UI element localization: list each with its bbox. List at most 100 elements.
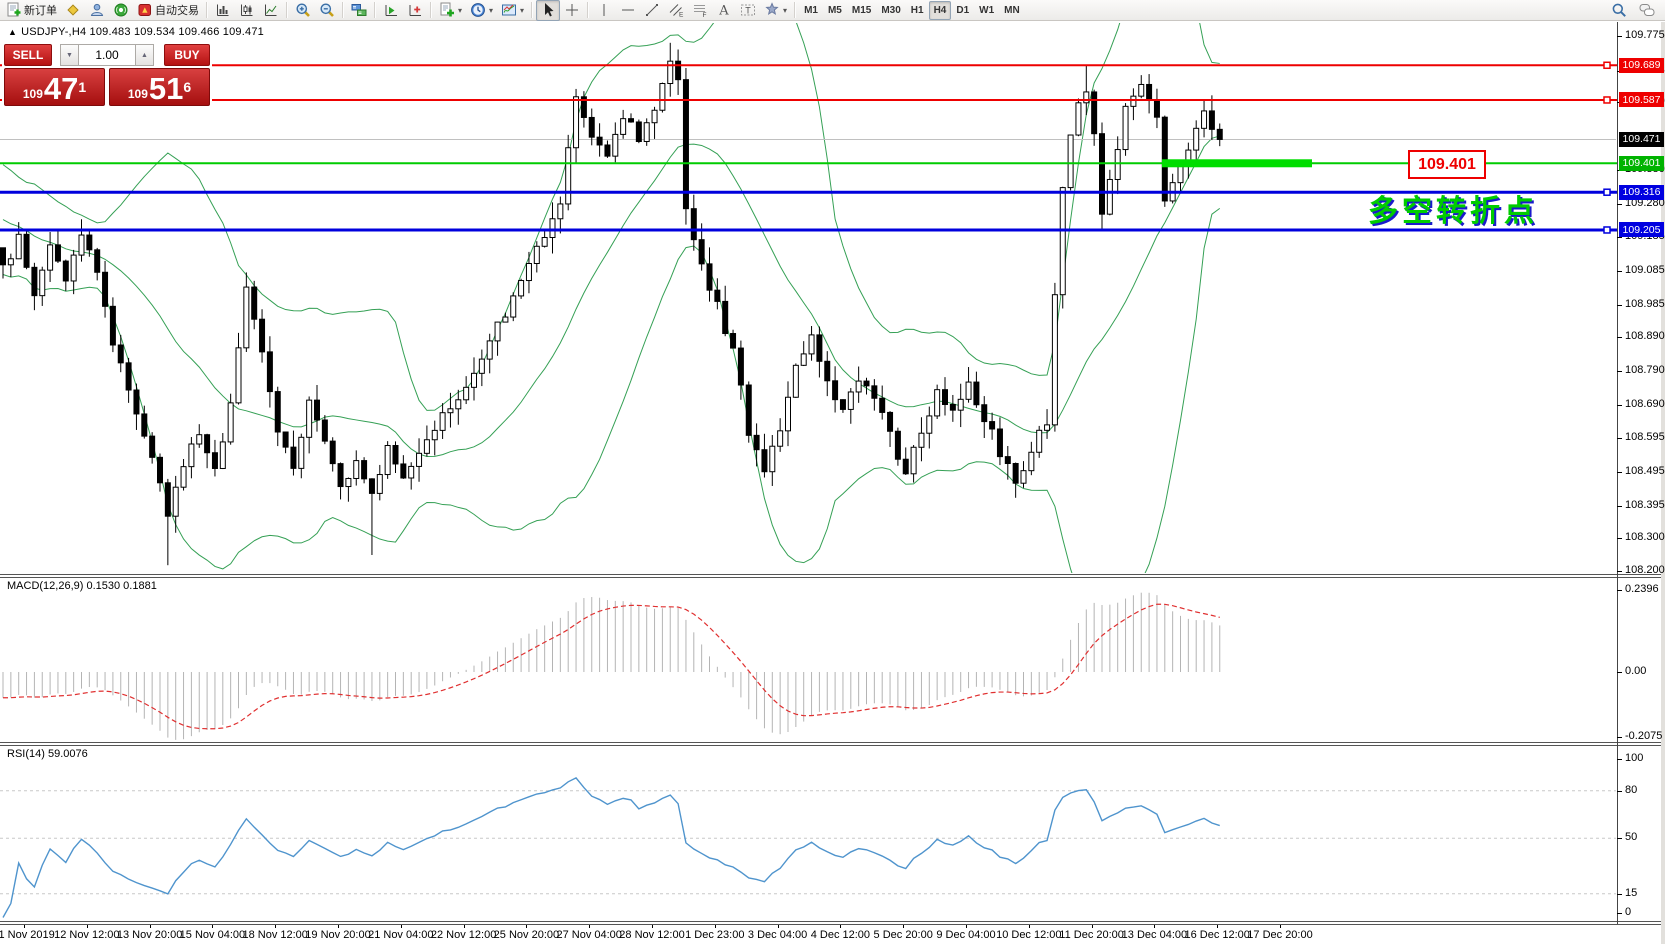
- panel-separator[interactable]: [0, 924, 1665, 925]
- zoom-in-button[interactable]: [291, 0, 315, 21]
- time-label: 4 Dec 12:00: [810, 929, 871, 941]
- price-tick-label: 108.595: [1625, 430, 1665, 443]
- bollinger-middle-band: [2, 135, 1220, 457]
- time-label: 3 Dec 04:00: [747, 929, 808, 941]
- price-axis[interactable]: 109.775109.673109.580109.380109.280109.1…: [1617, 22, 1665, 924]
- text-button[interactable]: A: [712, 0, 736, 21]
- axis-tick-mark: [1617, 571, 1622, 572]
- vertical-line-button[interactable]: [592, 0, 616, 21]
- tile-windows-button[interactable]: [347, 0, 371, 21]
- new-order-button[interactable]: 新订单: [2, 0, 61, 21]
- trendline-button[interactable]: [640, 0, 664, 21]
- search-button[interactable]: [1607, 0, 1631, 21]
- bars-chart-button[interactable]: [211, 0, 235, 21]
- panel-separator[interactable]: [0, 574, 1665, 575]
- chart-shift-button[interactable]: [403, 0, 427, 21]
- chat-button[interactable]: [1635, 0, 1659, 21]
- horizontal-line-button[interactable]: [616, 0, 640, 21]
- channel-icon: E: [668, 2, 684, 18]
- zoom-out-button[interactable]: [315, 0, 339, 21]
- price-tick-label: 108.495: [1625, 464, 1665, 477]
- time-tick-mark: [1280, 925, 1281, 928]
- buy-price-button[interactable]: 109 51 6: [109, 68, 210, 106]
- cursor-button[interactable]: [536, 0, 561, 21]
- buy-price-sup: 6: [183, 79, 192, 95]
- text-label-button[interactable]: T: [736, 0, 760, 21]
- axis-tick-mark: [1617, 471, 1622, 473]
- vline-icon: [596, 2, 612, 18]
- auto-scroll-button[interactable]: [379, 0, 403, 21]
- panel-separator[interactable]: [0, 742, 1665, 743]
- profile-icon: [89, 2, 105, 18]
- time-label: 18 Nov 12:00: [242, 929, 308, 941]
- time-tick-mark: [1217, 925, 1219, 928]
- rsi-indicator-label: RSI(14) 59.0076: [7, 748, 88, 760]
- periods-button[interactable]: ▾: [466, 0, 497, 21]
- shapes-icon: [764, 2, 780, 18]
- trendline-icon: [644, 2, 660, 18]
- cn-annotation-text[interactable]: 多空转折点: [1368, 195, 1538, 228]
- equidistant-channel-button[interactable]: E: [664, 0, 688, 21]
- profile-button[interactable]: [85, 0, 109, 21]
- timeframe-button-m1[interactable]: M1: [804, 4, 818, 16]
- crosshair-button[interactable]: [560, 0, 584, 21]
- timeframe-button-h4[interactable]: H4: [928, 0, 952, 20]
- window-edge: [1661, 22, 1665, 944]
- price-annotation-box[interactable]: 109.401: [1408, 150, 1486, 179]
- templates-button[interactable]: ▾: [497, 0, 528, 21]
- timeframe-button-m15[interactable]: M15: [851, 4, 872, 16]
- editor-icon: [65, 2, 81, 18]
- timeframe-button-h1[interactable]: H1: [910, 4, 924, 16]
- price-tick-label: 108.200: [1625, 564, 1665, 576]
- line-chart-button[interactable]: [259, 0, 283, 21]
- time-label: 11 Dec 20:00: [1059, 929, 1124, 941]
- horizontal-line-objects[interactable]: [0, 61, 1617, 234]
- buy-button[interactable]: BUY: [164, 44, 210, 66]
- price-label-badge: 109.205: [1619, 222, 1664, 238]
- panel-separator[interactable]: [0, 577, 1665, 578]
- timeframe-button-mn[interactable]: MN: [1004, 4, 1020, 16]
- arrows-button[interactable]: ▾: [760, 0, 791, 21]
- editor-button[interactable]: [61, 0, 85, 21]
- axis-tick-mark: [1617, 405, 1622, 407]
- timeframe-button-w1[interactable]: W1: [979, 4, 995, 16]
- chevron-down-icon: ▾: [520, 5, 525, 15]
- volume-up-button[interactable]: ▲: [135, 44, 154, 66]
- svg-text:F: F: [703, 12, 707, 18]
- candles-chart-button[interactable]: [235, 0, 259, 21]
- time-label: 22 Nov 12:00: [430, 929, 497, 941]
- sell-price-button[interactable]: 109 47 1: [4, 68, 105, 106]
- candles-layer: [0, 42, 1223, 566]
- time-tick-mark: [903, 925, 905, 928]
- axis-tick-mark: [1617, 36, 1622, 37]
- time-label: 25 Nov 20:00: [493, 929, 560, 941]
- time-tick-mark: [840, 925, 842, 928]
- time-label: 10 Dec 12:00: [996, 929, 1062, 941]
- price-tick-label: 108.890: [1625, 330, 1665, 343]
- macd-panel-layer: [2, 592, 1221, 740]
- axis-tick-mark: [1617, 337, 1622, 339]
- svg-text:T: T: [745, 6, 751, 16]
- fibonacci-button[interactable]: F: [688, 0, 712, 21]
- timeframe-button-m30[interactable]: M30: [881, 4, 901, 16]
- broadcast-button[interactable]: [109, 0, 133, 21]
- clock-icon: [470, 2, 486, 18]
- indicators-button[interactable]: ▾: [435, 0, 466, 21]
- buy-price-prefix: 109: [127, 87, 148, 101]
- volume-input[interactable]: 1.00: [79, 44, 135, 66]
- chat-icon: [1639, 2, 1655, 18]
- price-tick-label: 108.985: [1625, 297, 1665, 310]
- panel-separator[interactable]: [0, 745, 1665, 746]
- bollinger-lower-band: [2, 207, 1221, 573]
- timeframe-button-d1[interactable]: D1: [956, 4, 970, 16]
- sell-button[interactable]: SELL: [4, 44, 52, 66]
- volume-down-button[interactable]: ▼: [60, 44, 79, 66]
- panel-separator[interactable]: [0, 921, 1665, 922]
- time-label: 16 Dec 12:00: [1184, 929, 1250, 941]
- timeframe-button-m5[interactable]: M5: [827, 4, 842, 16]
- autotrading-button[interactable]: 自动交易: [133, 0, 203, 21]
- price-tick-label: 50: [1625, 831, 1638, 844]
- price-tick-label: 0.2396: [1625, 583, 1659, 595]
